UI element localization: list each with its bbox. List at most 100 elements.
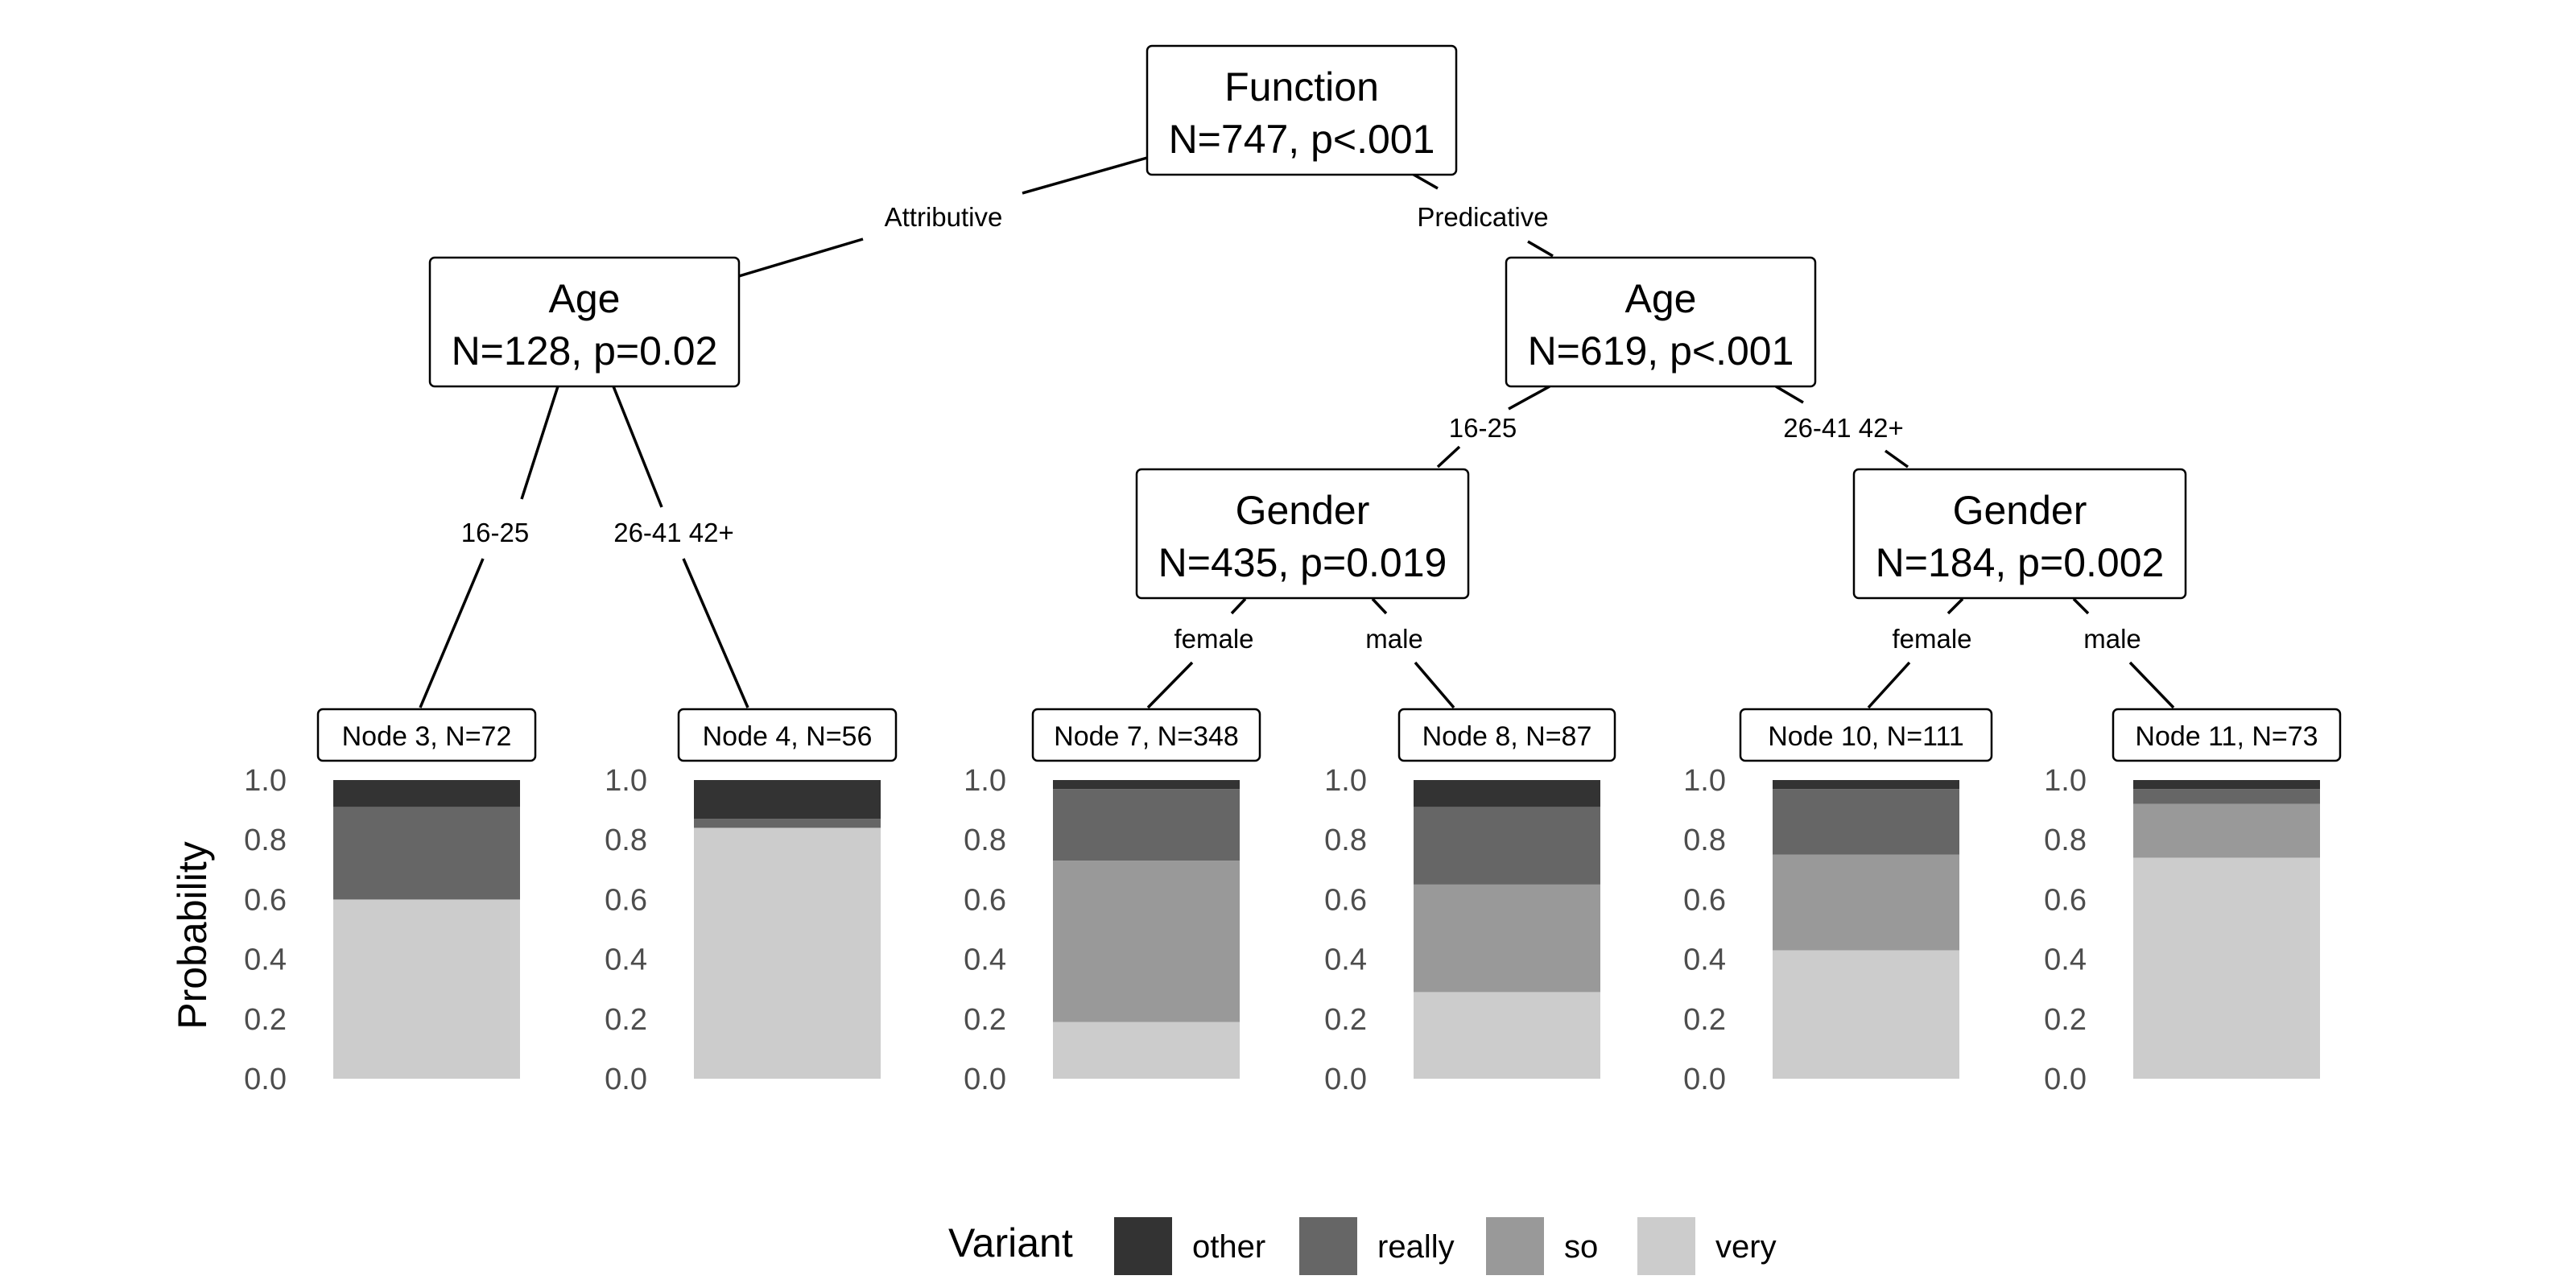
bar-segment-really xyxy=(1053,789,1240,861)
edge-n6-n7-a xyxy=(1230,597,1247,615)
legend-item-so: so xyxy=(1486,1217,1598,1275)
bar-segment-other xyxy=(1053,780,1240,790)
bar-segment-very xyxy=(333,899,520,1079)
edge-n5-n9-a xyxy=(1775,385,1804,404)
bar-segment-other xyxy=(1773,780,1959,790)
y-tick-label: 0.6 xyxy=(1683,883,1726,917)
edge-label-n2-n4: 26-41 42+ xyxy=(613,518,734,547)
bar-segment-other xyxy=(333,780,520,807)
bar-segment-really xyxy=(2133,789,2320,804)
leaf-label-box xyxy=(1031,708,1261,762)
edge-n9-n11-a xyxy=(2072,597,2090,615)
y-tick-label: 0.6 xyxy=(605,883,647,917)
leaf-label: Node 7, N=348 xyxy=(1054,721,1239,752)
node-stats: N=619, p<.001 xyxy=(1528,328,1794,374)
bar-segment-so xyxy=(1414,884,1600,993)
legend-item-very: very xyxy=(1637,1217,1777,1275)
legend-label: other xyxy=(1192,1229,1265,1265)
legend-item-really: really xyxy=(1299,1217,1455,1275)
y-tick-label: 0.2 xyxy=(2044,1003,2087,1037)
inner-node-n1: Function N=747, p<.001 xyxy=(1146,44,1458,176)
leaf-label: Node 11, N=73 xyxy=(2135,721,2318,752)
legend-swatch xyxy=(1114,1217,1172,1275)
bar-segment-other xyxy=(694,780,881,819)
leaf-label-box xyxy=(1739,708,1993,762)
node-variable: Age xyxy=(1625,276,1697,321)
edge-n2-n4-b xyxy=(682,558,749,708)
legend-swatch xyxy=(1299,1217,1357,1275)
inner-node-box xyxy=(1505,256,1817,388)
terminal-panel: Node 11, N=73 0.0 0.2 0.4 0.6 0.8 1.0 xyxy=(2044,708,2342,1096)
y-tick-label: 0.2 xyxy=(1683,1003,1726,1037)
node-variable: Gender xyxy=(1236,488,1370,533)
bar-segment-so xyxy=(2133,803,2320,858)
bar-segment-very xyxy=(1773,950,1959,1079)
edge-n2-n3-b xyxy=(419,558,485,708)
node-variable: Age xyxy=(549,276,621,321)
bar-segment-very xyxy=(694,828,881,1079)
inner-node-box xyxy=(1135,468,1470,600)
y-axis-title: Probability xyxy=(170,841,215,1029)
edge-labels: Attributive Predicative 16-25 26-41 42+ … xyxy=(461,202,2141,654)
y-tick-label: 0.2 xyxy=(964,1003,1006,1037)
y-tick-label: 1.0 xyxy=(244,764,287,798)
edge-label-n1-n5: Predicative xyxy=(1417,202,1548,232)
inner-node-box xyxy=(1852,468,2187,600)
tree-edges xyxy=(419,156,2175,709)
edge-label-n1-n2: Attributive xyxy=(885,202,1003,232)
legend-title: Variant xyxy=(948,1220,1073,1265)
bar-segment-really xyxy=(694,819,881,828)
bar-segment-so xyxy=(1773,854,1959,951)
terminal-panel: Node 8, N=87 0.0 0.2 0.4 0.6 0.8 1.0 xyxy=(1324,708,1616,1096)
legend: Variant other really so very xyxy=(948,1217,1777,1275)
edge-n6-n8-a xyxy=(1371,597,1388,615)
y-tick-label: 0.8 xyxy=(244,824,287,857)
y-tick-label: 0.8 xyxy=(1683,824,1726,857)
edge-n1-n2-a xyxy=(1022,156,1148,195)
edge-n6-n7-b xyxy=(1146,661,1194,709)
edge-n1-n5-b xyxy=(1527,240,1554,258)
y-tick-label: 0.4 xyxy=(1324,943,1367,977)
legend-item-other: other xyxy=(1114,1217,1265,1275)
leaf-label-box xyxy=(677,708,898,762)
y-tick-label: 0.2 xyxy=(1324,1003,1367,1037)
y-tick-label: 0.2 xyxy=(244,1003,287,1037)
y-tick-label: 0.0 xyxy=(244,1063,287,1096)
legend-label: really xyxy=(1377,1229,1455,1265)
edge-n5-n6-a xyxy=(1508,385,1550,411)
y-tick-label: 0.8 xyxy=(2044,824,2087,857)
bar-segment-very xyxy=(2133,857,2320,1079)
leaf-label-box xyxy=(2112,708,2342,762)
leaf-label-box xyxy=(1397,708,1616,762)
y-tick-label: 0.6 xyxy=(244,883,287,917)
y-tick-label: 1.0 xyxy=(2044,764,2087,798)
terminal-panel: Node 10, N=111 0.0 0.2 0.4 0.6 0.8 1.0 xyxy=(1683,708,1993,1096)
inner-node-box xyxy=(428,256,741,388)
y-tick-label: 0.6 xyxy=(964,883,1006,917)
edge-n9-n11-b xyxy=(2128,661,2175,709)
edge-label-n2-n3: 16-25 xyxy=(461,518,529,547)
edge-n2-n3-a xyxy=(520,386,559,500)
edge-label-n5-n6: 16-25 xyxy=(1449,413,1517,443)
y-tick-label: 0.8 xyxy=(605,824,647,857)
leaf-label: Node 10, N=111 xyxy=(1768,721,1964,752)
bar-segment-very xyxy=(1414,992,1600,1079)
y-tick-label: 0.4 xyxy=(605,943,647,977)
node-stats: N=128, p=0.02 xyxy=(452,328,718,374)
terminal-panel: Node 7, N=348 0.0 0.2 0.4 0.6 0.8 1.0 xyxy=(964,708,1261,1096)
bar-segment-very xyxy=(1053,1022,1240,1079)
edge-n2-n4-a xyxy=(612,386,663,508)
terminal-panel: Node 4, N=56 0.0 0.2 0.4 0.6 0.8 1.0 xyxy=(605,708,898,1096)
y-tick-label: 1.0 xyxy=(605,764,647,798)
legend-label: so xyxy=(1564,1229,1598,1265)
edge-label-n9-n11: male xyxy=(2083,624,2141,654)
y-tick-label: 0.0 xyxy=(605,1063,647,1096)
y-tick-label: 0.4 xyxy=(1683,943,1726,977)
edge-n9-n10-a xyxy=(1946,597,1964,615)
node-variable: Function xyxy=(1224,64,1379,109)
y-tick-label: 0.4 xyxy=(2044,943,2087,977)
y-tick-label: 0.4 xyxy=(244,943,287,977)
inner-node-n6: Gender N=435, p=0.019 xyxy=(1135,468,1470,600)
node-stats: N=747, p<.001 xyxy=(1169,117,1435,162)
